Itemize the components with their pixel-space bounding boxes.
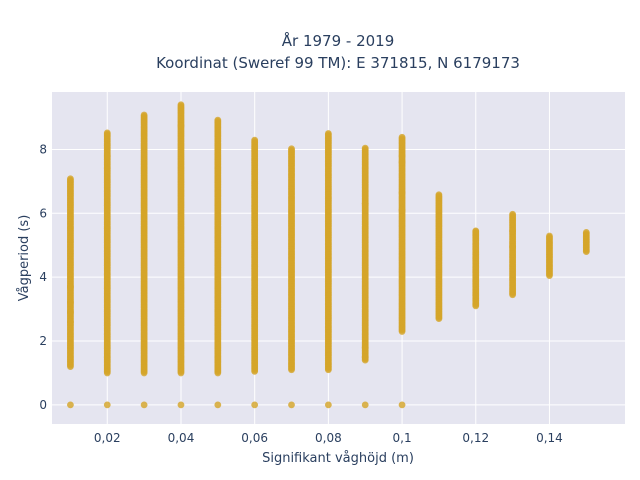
data-point bbox=[103, 152, 111, 160]
x-tick-label: 0,1 bbox=[393, 431, 412, 445]
data-point bbox=[177, 122, 185, 129]
chart-title-line: Koordinat (Sweref 99 TM): E 371815, N 61… bbox=[156, 54, 520, 72]
data-point bbox=[67, 318, 74, 326]
y-tick-label: 2 bbox=[39, 334, 47, 348]
data-point bbox=[398, 206, 406, 214]
data-points bbox=[67, 101, 590, 409]
data-point bbox=[214, 401, 222, 409]
data-point bbox=[509, 227, 517, 235]
x-tick-label: 0,12 bbox=[462, 431, 489, 445]
data-point bbox=[324, 401, 332, 409]
data-point bbox=[324, 130, 332, 137]
data-point bbox=[361, 401, 369, 409]
plot-area bbox=[52, 92, 625, 424]
x-tick-label: 0,14 bbox=[536, 431, 563, 445]
chart-title: År 1979 - 2019 Koordinat (Sweref 99 TM): … bbox=[156, 31, 520, 72]
x-axis-label: Signifikant våghöjd (m) bbox=[262, 451, 414, 466]
data-point bbox=[140, 111, 148, 119]
chart-title-line: År 1979 - 2019 bbox=[282, 31, 395, 50]
data-point bbox=[103, 129, 111, 137]
data-point bbox=[398, 152, 406, 160]
data-point bbox=[177, 401, 185, 409]
data-point bbox=[509, 210, 517, 218]
data-point bbox=[398, 189, 406, 196]
data-point bbox=[251, 136, 259, 144]
x-tick-label: 0,08 bbox=[315, 431, 342, 445]
x-tick-label: 0,02 bbox=[94, 431, 121, 445]
y-tick-label: 8 bbox=[39, 142, 47, 156]
x-tick-label: 0,06 bbox=[241, 431, 268, 445]
x-axis-ticks: 0,02 0,04 0,06 0,08 0,1 0,12 0,14 bbox=[94, 431, 563, 445]
data-point bbox=[435, 191, 443, 199]
data-point bbox=[398, 158, 406, 166]
data-point bbox=[361, 144, 369, 152]
data-point bbox=[67, 175, 74, 183]
y-axis-label: Vågperiod (s) bbox=[17, 215, 32, 302]
x-tick-label: 0,04 bbox=[168, 431, 195, 445]
data-point bbox=[67, 283, 74, 291]
y-tick-label: 6 bbox=[39, 206, 47, 220]
data-point bbox=[509, 243, 517, 251]
data-point bbox=[472, 227, 480, 235]
data-point bbox=[67, 401, 74, 409]
y-axis-ticks: 0 2 4 6 8 bbox=[39, 142, 47, 411]
data-point bbox=[361, 343, 369, 351]
y-tick-label: 4 bbox=[39, 270, 47, 284]
data-point bbox=[67, 308, 74, 316]
data-point bbox=[67, 299, 74, 307]
data-point bbox=[288, 145, 295, 153]
data-point bbox=[361, 200, 369, 208]
data-point bbox=[140, 401, 148, 409]
data-point bbox=[398, 401, 406, 409]
y-tick-label: 0 bbox=[39, 398, 47, 412]
data-point bbox=[214, 116, 222, 124]
data-point bbox=[251, 401, 259, 409]
data-point bbox=[582, 229, 590, 236]
data-point bbox=[361, 353, 369, 361]
data-point bbox=[177, 101, 185, 109]
data-point bbox=[398, 133, 406, 141]
data-point bbox=[103, 401, 111, 409]
data-point bbox=[288, 401, 295, 409]
data-point bbox=[546, 232, 553, 240]
